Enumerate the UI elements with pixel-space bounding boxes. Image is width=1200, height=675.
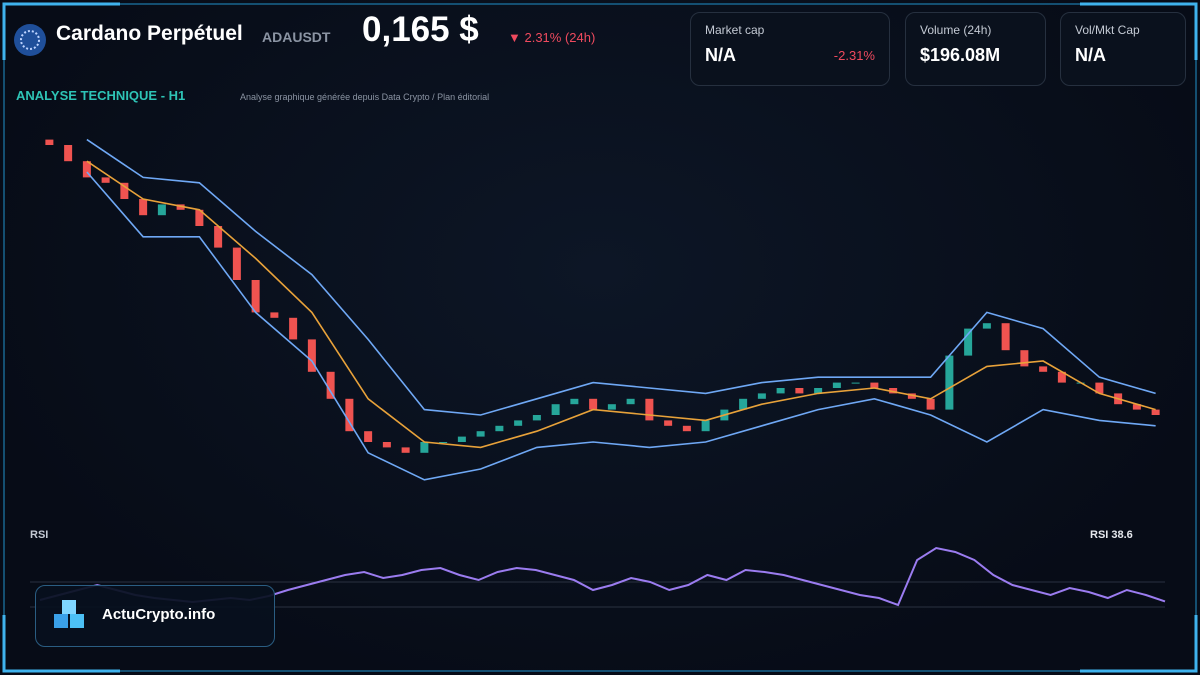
card-value: $196.08M <box>920 45 1001 65</box>
candle <box>457 436 466 442</box>
candle <box>682 425 691 432</box>
candle <box>570 398 579 405</box>
volume-card: Volume (24h) $196.08M <box>905 12 1046 86</box>
candle <box>251 280 260 313</box>
candle <box>364 431 373 442</box>
candle <box>1057 371 1066 383</box>
candle <box>270 312 279 318</box>
candle <box>1132 404 1141 410</box>
indicator-line <box>86 171 1156 481</box>
candle <box>1039 366 1048 372</box>
candle <box>889 388 898 394</box>
candle <box>157 204 166 216</box>
candle <box>1151 409 1160 415</box>
candle <box>120 182 129 199</box>
candle <box>832 382 841 388</box>
candle <box>645 398 654 421</box>
candle <box>814 388 823 394</box>
card-label: Vol/Mkt Cap <box>1075 23 1140 37</box>
candle <box>82 161 91 178</box>
card-label: Market cap <box>705 23 765 37</box>
candle <box>139 199 148 216</box>
candle <box>307 339 316 372</box>
card-value: N/A <box>1075 45 1106 65</box>
candle <box>439 442 448 443</box>
candle <box>495 425 504 432</box>
rsi-title: RSI <box>30 529 49 541</box>
candle <box>476 431 485 437</box>
candle <box>1020 350 1029 367</box>
candle <box>607 404 616 410</box>
indicator-line <box>86 138 1156 416</box>
symbol: ADAUSDT <box>262 29 331 45</box>
title: Cardano Perpétuel <box>56 22 243 45</box>
candle <box>232 247 241 280</box>
brand-name: ActuCrypto.info <box>102 606 216 623</box>
candle <box>870 382 879 388</box>
chart-subtitle: Analyse graphique générée depuis Data Cr… <box>240 92 490 102</box>
candle <box>964 328 973 356</box>
candle <box>532 415 541 421</box>
candle <box>664 420 673 426</box>
candle <box>589 398 598 410</box>
rsi-value: RSI 38.6 <box>1090 529 1133 541</box>
candle <box>757 393 766 399</box>
brand-icon <box>54 600 84 628</box>
candle <box>101 177 110 183</box>
candle <box>326 371 335 399</box>
brand-box: ActuCrypto.info <box>35 585 275 647</box>
candle <box>214 226 223 248</box>
indicator-line <box>86 160 1156 449</box>
candle <box>289 317 298 340</box>
price: 0,165 $ <box>362 10 479 49</box>
candle <box>926 398 935 410</box>
candle <box>514 420 523 426</box>
candle <box>195 209 204 226</box>
market-cap-card: Market cap N/A -2.31% <box>690 12 890 86</box>
candle <box>907 393 916 399</box>
candle <box>1001 323 1010 351</box>
card-change: -2.31% <box>833 48 875 63</box>
card-value: N/A <box>705 45 736 65</box>
candle <box>795 388 804 394</box>
candle <box>1095 382 1104 394</box>
candle <box>701 420 710 432</box>
candle <box>401 447 410 453</box>
candle <box>345 398 354 432</box>
card-label: Volume (24h) <box>920 23 992 37</box>
candle <box>382 442 391 448</box>
candle <box>420 442 429 453</box>
candle <box>851 382 860 384</box>
candle <box>982 323 991 329</box>
candle <box>45 139 54 145</box>
candle <box>739 398 748 410</box>
candle <box>176 204 185 210</box>
price-change: ▼ 2.31% (24h) <box>508 30 596 45</box>
candle <box>945 355 954 410</box>
candle <box>626 398 635 405</box>
chart-title: ANALYSE TECHNIQUE - H1 <box>16 88 186 103</box>
candle <box>64 145 73 162</box>
vol-mkt-card: Vol/Mkt Cap N/A <box>1060 12 1186 86</box>
candle <box>776 388 785 394</box>
candle <box>551 404 560 415</box>
